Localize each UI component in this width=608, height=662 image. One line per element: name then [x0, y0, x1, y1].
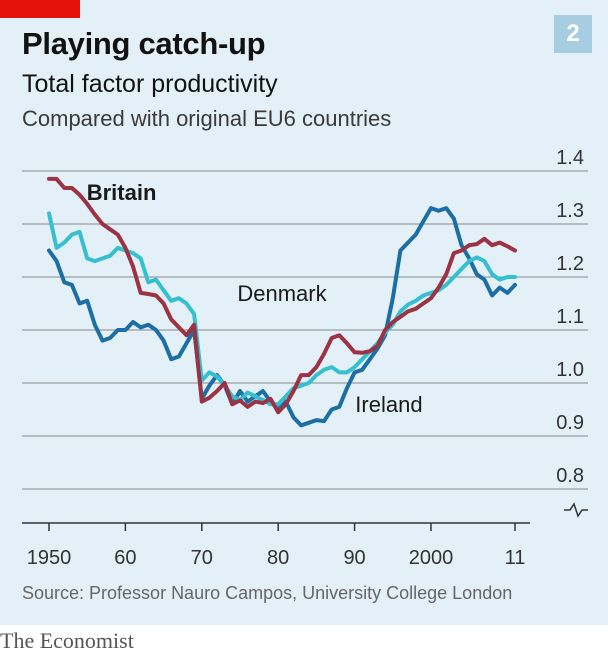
x-tick-label: 60	[114, 547, 136, 569]
y-tick-label: 0.8	[556, 465, 584, 487]
series-label-britain: Britain	[87, 180, 157, 205]
series-label-denmark: Denmark	[237, 281, 327, 306]
y-tick-label: 1.3	[556, 200, 584, 222]
chart-number-badge: 2	[554, 15, 592, 53]
x-tick-label: 11	[505, 547, 526, 569]
series-line-denmark	[47, 211, 517, 407]
series-line-ireland	[47, 206, 517, 428]
chart-units-note: Compared with original EU6 countries	[22, 106, 392, 131]
y-tick-label: 1.0	[556, 359, 584, 381]
x-tick-label: 2000	[409, 547, 454, 569]
y-tick-label: 1.4	[556, 147, 584, 169]
x-tick-label: 1950	[27, 547, 72, 569]
y-tick-label: 1.2	[556, 253, 584, 275]
chart-panel	[0, 0, 608, 625]
line-chart: 0.8 0.9 1.0 1.1 1.2 1.3 1.4 1950 60 70 80 90 2000 11 B…	[22, 147, 588, 569]
publisher-logo: The Economist	[0, 628, 134, 653]
x-tick-label: 80	[267, 547, 289, 569]
brand-red-tag	[0, 0, 80, 18]
y-tick-label: 0.9	[556, 412, 584, 434]
series-line-britain	[47, 176, 517, 415]
x-tick-label: 90	[343, 547, 365, 569]
series-label-ireland: Ireland	[355, 392, 422, 417]
y-tick-label: 1.1	[556, 306, 584, 328]
source-note: Source: Professor Nauro Campos, Universi…	[22, 583, 513, 603]
chart-title: Playing catch-up	[22, 26, 266, 61]
x-tick-label: 70	[191, 547, 213, 569]
chart-subtitle: Total factor productivity	[22, 70, 278, 98]
axis-break-icon	[564, 502, 588, 518]
